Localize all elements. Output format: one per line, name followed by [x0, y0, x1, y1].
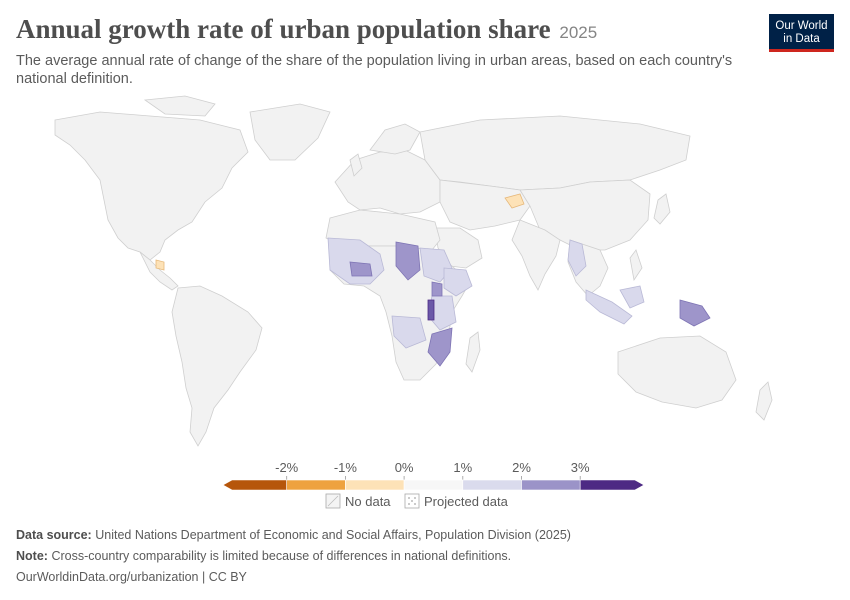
- owid-logo[interactable]: Our World in Data: [769, 14, 834, 52]
- note-label: Note:: [16, 549, 48, 563]
- legend-tick-label-5: 3%: [571, 460, 590, 475]
- region-central-america: [139, 251, 179, 291]
- legend-bins: [222, 479, 645, 491]
- legend-bin-5: [521, 479, 581, 491]
- region-japan: [653, 193, 671, 225]
- legend-tick-label-3: 1%: [453, 460, 472, 475]
- legend-bin-3: [403, 479, 464, 491]
- legend-tick-label-1: -1%: [334, 460, 358, 475]
- region-burundi-rwanda: [427, 299, 435, 321]
- legend-tick-label-0: -2%: [275, 460, 299, 475]
- region-uganda: [431, 281, 443, 297]
- title-text: Annual growth rate of urban population s…: [16, 14, 551, 44]
- source-label: Data source:: [16, 528, 92, 542]
- region-mali-niger: [349, 261, 373, 277]
- region-south-america: [171, 285, 263, 447]
- growth-above-3-percent: [427, 299, 435, 321]
- logo-line-1: Our World: [775, 19, 828, 32]
- growth-1-2-percent: [327, 237, 645, 349]
- legend-bin-0: [222, 479, 287, 491]
- region-tajikistan: [504, 193, 525, 209]
- no-data-label: No data: [345, 494, 391, 509]
- legend-bin-6: [579, 479, 645, 491]
- source-text: United Nations Department of Economic an…: [95, 528, 571, 542]
- region-arctic-islands: [143, 95, 216, 117]
- region-australia: [617, 335, 737, 409]
- region-india: [511, 219, 561, 291]
- region-ethiopia: [443, 267, 473, 297]
- chart-subtitle: The average annual rate of change of the…: [16, 53, 733, 87]
- legend-tick-label-2: 0%: [395, 460, 414, 475]
- legend-bin-1: [286, 479, 346, 491]
- region-north-america: [54, 111, 249, 261]
- legend-bin-4: [462, 479, 522, 491]
- legend-bin-2: [345, 479, 405, 491]
- world-map[interactable]: [0, 90, 850, 460]
- projected-label: Projected data: [424, 494, 509, 509]
- note-line: Note: Cross-country comparability is lim…: [16, 549, 511, 563]
- region-papua-new-guinea: [679, 299, 711, 327]
- region-indonesia-e: [619, 285, 645, 309]
- growth-2-3-percent: [349, 241, 711, 367]
- region-indonesia-w: [585, 289, 633, 325]
- legend-ticks: -2% -1% 0% 1% 2% 3%: [275, 460, 590, 490]
- note-text: Cross-country comparability is limited b…: [51, 549, 512, 563]
- title-year: 2025: [559, 23, 598, 42]
- credit-link[interactable]: OurWorldinData.org/urbanization | CC BY: [16, 570, 247, 584]
- region-new-zealand: [755, 381, 773, 421]
- region-greenland: [249, 103, 331, 161]
- region-scandinavia: [369, 123, 421, 155]
- logo-line-2: in Data: [783, 32, 820, 45]
- growth-negative: [155, 193, 525, 271]
- color-legend: -2% -1% 0% 1% 2% 3% No data Projected data: [222, 460, 645, 509]
- region-central-asia: [439, 179, 531, 231]
- region-russia: [419, 115, 691, 191]
- projected-pattern: [408, 497, 416, 505]
- legend-tick-label-4: 2%: [512, 460, 531, 475]
- source-line: Data source: United Nations Department o…: [16, 528, 571, 542]
- region-mozambique: [427, 327, 453, 367]
- region-angola-zambia: [391, 315, 427, 349]
- region-central-america-neg: [155, 259, 165, 271]
- region-madagascar: [465, 331, 481, 373]
- chart-title: Annual growth rate of urban population s…: [16, 14, 597, 45]
- region-uk: [349, 153, 363, 177]
- region-philippines: [629, 249, 643, 282]
- region-chad: [395, 241, 421, 281]
- region-myanmar: [567, 239, 587, 277]
